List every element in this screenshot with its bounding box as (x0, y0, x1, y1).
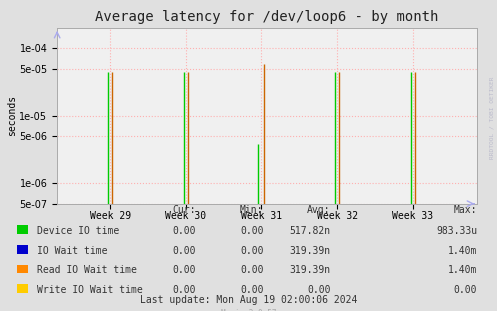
Text: 0.00: 0.00 (240, 246, 263, 256)
Text: 517.82n: 517.82n (289, 226, 331, 236)
Text: Munin 2.0.57: Munin 2.0.57 (221, 309, 276, 311)
Text: Min:: Min: (240, 205, 263, 215)
Text: Cur:: Cur: (173, 205, 196, 215)
Y-axis label: seconds: seconds (6, 95, 16, 137)
Text: 0.00: 0.00 (307, 285, 331, 295)
Text: Avg:: Avg: (307, 205, 331, 215)
Text: 0.00: 0.00 (173, 285, 196, 295)
Text: Max:: Max: (454, 205, 477, 215)
Text: Last update: Mon Aug 19 02:00:06 2024: Last update: Mon Aug 19 02:00:06 2024 (140, 295, 357, 305)
Text: Device IO time: Device IO time (37, 226, 119, 236)
Text: Read IO Wait time: Read IO Wait time (37, 265, 137, 275)
Text: 0.00: 0.00 (240, 265, 263, 275)
Text: 0.00: 0.00 (240, 285, 263, 295)
Text: 0.00: 0.00 (240, 226, 263, 236)
Text: 983.33u: 983.33u (436, 226, 477, 236)
Text: RRDTOOL / TOBI OETIKER: RRDTOOL / TOBI OETIKER (490, 77, 495, 160)
Text: 319.39n: 319.39n (289, 246, 331, 256)
Text: 0.00: 0.00 (173, 265, 196, 275)
Text: Write IO Wait time: Write IO Wait time (37, 285, 143, 295)
Text: 0.00: 0.00 (173, 226, 196, 236)
Text: 0.00: 0.00 (454, 285, 477, 295)
Text: 1.40m: 1.40m (448, 265, 477, 275)
Title: Average latency for /dev/loop6 - by month: Average latency for /dev/loop6 - by mont… (95, 10, 439, 24)
Text: IO Wait time: IO Wait time (37, 246, 108, 256)
Text: 0.00: 0.00 (173, 246, 196, 256)
Text: 319.39n: 319.39n (289, 265, 331, 275)
Text: 1.40m: 1.40m (448, 246, 477, 256)
